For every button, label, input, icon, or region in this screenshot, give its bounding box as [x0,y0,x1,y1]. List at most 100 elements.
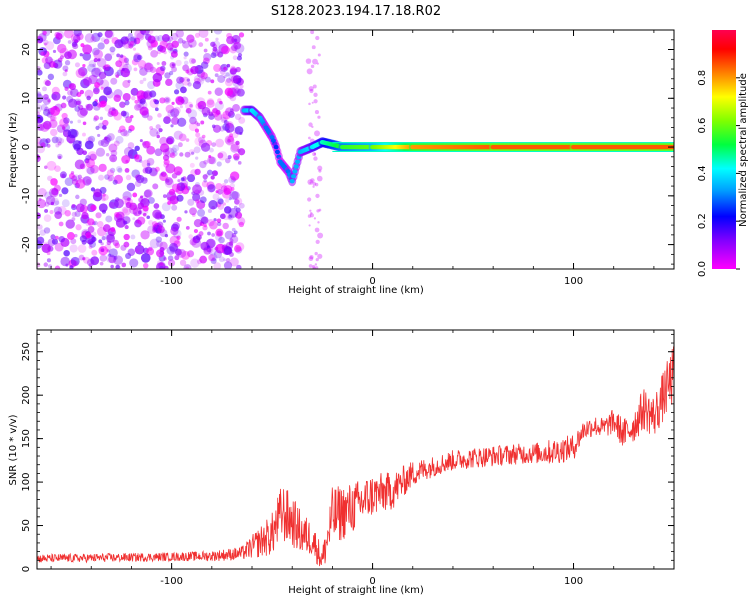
noise-speckle [196,122,201,127]
noise-speckle [37,141,41,148]
noise-speckle [122,208,129,214]
noise-speckle [305,58,312,64]
noise-speckle [62,71,68,77]
noise-speckle [149,126,154,130]
noise-speckle [230,187,235,191]
noise-speckle [312,266,316,269]
noise-speckle [125,61,129,66]
noise-speckle [107,174,115,182]
noise-speckle [66,232,75,240]
noise-speckle [134,99,139,104]
noise-speckle [54,211,63,219]
noise-speckle [85,154,91,161]
noise-speckle [134,244,145,255]
noise-speckle [141,159,151,169]
noise-speckle [167,200,172,205]
noise-speckle [226,122,232,127]
noise-speckle [159,136,168,146]
noise-speckle [155,124,161,130]
noise-speckle [208,156,217,165]
noise-speckle [44,165,48,169]
noise-speckle [98,245,108,256]
snr-ytick-label: 0 [21,566,32,572]
noise-speckle [184,101,194,110]
noise-speckle [318,169,322,173]
noise-speckle [200,72,208,80]
spectrogram-ylabel: Frequency (Hz) [8,112,19,188]
noise-speckle [114,242,121,249]
spectrogram-xtick-label: 100 [564,276,583,287]
noise-speckle [172,229,182,239]
noise-speckle [104,174,110,180]
noise-speckle [308,136,311,140]
noise-speckle [139,67,148,76]
noise-speckle [214,73,219,78]
noise-speckle [75,194,80,200]
noise-speckle [93,115,100,121]
noise-speckle [107,176,113,182]
noise-speckle [115,264,120,269]
noise-speckle [146,215,151,220]
noise-speckle [217,198,224,205]
noise-speckle [64,177,74,187]
noise-speckle [101,125,107,130]
noise-speckle [229,252,234,257]
noise-speckle [225,136,235,146]
noise-speckle [129,258,139,268]
ridge-core [291,174,297,179]
spectrogram-xtick-label: 0 [369,276,375,287]
noise-speckle [134,145,140,152]
noise-speckle [108,248,118,258]
noise-speckle [43,227,51,234]
noise-speckle [171,116,180,125]
noise-speckle [314,130,321,137]
noise-speckle [229,183,235,189]
noise-speckle [87,239,94,245]
noise-speckle [191,238,202,248]
noise-speckle [104,104,112,112]
noise-speckle [231,191,240,200]
noise-speckle [54,265,61,269]
noise-speckle [228,72,238,82]
noise-speckle [64,209,71,217]
noise-speckle [225,107,235,117]
noise-speckle [102,119,109,127]
noise-speckle [199,160,207,169]
noise-speckle [94,82,101,88]
noise-speckle [235,140,240,146]
noise-speckle [99,116,104,121]
noise-speckle [87,226,95,233]
noise-speckle [188,149,195,156]
noise-speckle [217,98,222,103]
noise-speckle [69,83,76,91]
noise-speckle [208,254,215,262]
colorbar-label: Normalized spectral amplitude [738,73,749,227]
noise-speckle [137,216,146,225]
noise-speckle [227,135,234,143]
noise-speckle [147,80,156,90]
noise-speckle [123,233,130,241]
noise-speckle [51,136,59,144]
noise-speckle [159,173,163,177]
noise-speckle [188,234,194,240]
noise-speckle [308,256,314,262]
noise-speckle [98,239,103,244]
noise-speckle [189,116,197,125]
noise-speckle [217,203,225,210]
noise-speckle [193,74,203,84]
noise-speckle [311,125,314,129]
noise-speckle [140,230,150,240]
noise-speckle [140,30,150,36]
colorbar-tick-label: 0.0 [697,261,708,277]
noise-speckle [220,64,226,70]
noise-speckle [223,206,232,214]
noise-speckle [58,221,64,227]
noise-speckle [203,52,212,62]
noise-speckle [224,135,235,145]
noise-speckle [163,96,171,104]
noise-speckle [139,98,146,105]
noise-speckle [37,136,43,145]
noise-speckle [50,197,60,207]
noise-speckle [82,121,87,126]
noise-speckle [37,262,41,268]
